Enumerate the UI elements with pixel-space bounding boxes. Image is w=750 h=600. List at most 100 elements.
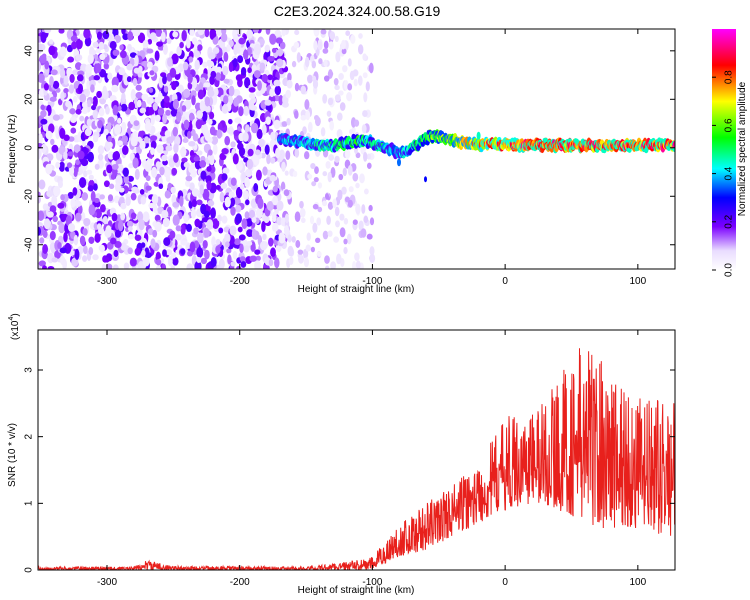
heatmap-cell [211,136,219,145]
heatmap-cell [344,149,351,159]
heatmap-cell [261,124,267,136]
heatmap-cell [206,180,212,191]
heatmap-cell [109,41,117,50]
heatmap-cell [208,52,216,60]
heatmap-cell [40,104,45,111]
heatmap-cell [352,219,358,225]
heatmap-cell [255,169,262,181]
heatmap-cell [275,147,281,159]
snr-xtick-label: -100 [362,577,382,588]
heatmap-cell [90,190,96,202]
snr-series-line [38,348,675,570]
heatmap-cell [172,201,180,208]
heatmap-cell [103,128,109,136]
heatmap-cell [255,207,263,219]
heatmap-cell [312,222,318,233]
heatmap-cell [313,40,318,51]
heatmap-cell [151,166,158,178]
heatmap-cell [268,237,274,247]
colorbar: 0.0 0.2 0.4 0.6 0.8 Normalized spectral ampl… [712,29,748,277]
heatmap-cell [355,152,361,159]
heatmap-cell [264,44,271,53]
heatmap-cell [314,116,321,127]
snr-ytick-label: 0 [24,567,35,573]
heatmap-cell [63,75,69,86]
heatmap-cell [300,114,307,121]
heatmap-cell [163,95,170,103]
heatmap-cell [169,230,176,239]
heatmap-cell [254,249,261,255]
heatmap-cell [224,196,231,208]
heatmap-cell [172,31,179,38]
heatmap-cell [103,63,109,70]
heatmap-cell [312,203,319,210]
heatmap-cell [274,257,280,269]
heatmap-cell [200,203,207,215]
heatmap-cell [316,217,322,226]
heatmap-cell [204,29,210,38]
heatmap-cell [119,44,124,51]
colorbar-tick-label: 0.2 [724,214,735,228]
heatmap-cell [265,29,271,35]
heatmap-cell [233,34,239,43]
heatmap-cell [397,158,401,167]
heatmap-cell [305,244,311,252]
heatmap-cell [127,43,132,52]
heatmap-cell [221,29,227,36]
heatmap-cell [57,180,64,188]
heatmap-cell [127,247,133,255]
heatmap-cell [259,62,266,71]
heatmap-cell [109,95,117,102]
heatmap-cell [210,257,217,268]
heatmap-cell [266,200,274,211]
heatmap-cell [97,153,104,161]
heatmap-cell [122,33,129,41]
heatmap-cell [99,53,106,61]
heatmap-cell [87,151,94,163]
heatmap-cell [77,204,83,215]
heatmap-cell [322,48,329,54]
heatmap-cell [142,211,150,223]
heatmap-cell [87,53,94,64]
heatmap-cell [179,195,184,207]
heatmap-cell [112,104,119,116]
heatmap-cell [72,187,78,196]
heatmap-cell [196,199,203,206]
heatmap-cell [324,265,330,269]
heatmap-cell [311,60,317,69]
heatmap-cell [138,218,145,231]
heatmap-cell [249,105,258,111]
heatmap-cell [116,117,122,124]
heatmap-cell [274,29,282,37]
heatmap-cell [348,186,354,193]
heatmap-cell [216,184,221,191]
heatmap-cell [120,103,128,112]
snr-xtick-label: 0 [502,577,508,588]
heatmap-cell [294,29,300,36]
heatmap-cell [365,81,370,92]
heatmap-cell [363,215,369,224]
heatmap-cell [238,146,246,156]
heatmap-cell [350,34,356,45]
heatmap-cell [181,105,187,112]
heatmap-cell [188,56,194,63]
heatmap-cell [251,228,257,240]
heatmap-cell [322,94,328,104]
heatmap-cell [188,140,196,147]
heatmap-cell [247,148,254,157]
heatmap-cell [181,157,188,163]
snr-xtick-label: -300 [97,577,117,588]
heatmap-cell [338,173,344,181]
heatmap-cell [183,61,189,71]
heatmap-cell [243,49,249,60]
heatmap-cell [105,106,110,115]
heatmap-cell [180,146,187,158]
heatmap-cell [369,246,375,256]
heatmap-cell [218,227,224,234]
heatmap-cell [179,41,184,49]
heatmap-cell [310,162,316,170]
heatmap-cell [162,159,168,166]
heatmap-cell [43,218,51,230]
heatmap-cell [368,62,374,74]
